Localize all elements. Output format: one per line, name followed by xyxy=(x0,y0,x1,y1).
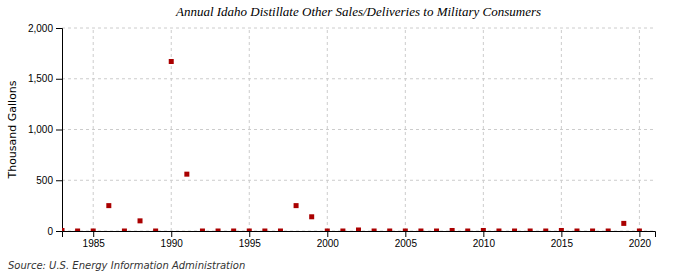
point xyxy=(512,229,517,232)
point xyxy=(574,229,579,232)
x-axis: 1985 1990 1995 2000 2005 2010 2015 2020 xyxy=(63,231,656,249)
title: Annual Idaho Distillate Other Sales/Deli… xyxy=(175,4,541,19)
point xyxy=(637,229,642,232)
point xyxy=(138,218,143,223)
x-tick-mark xyxy=(93,231,94,237)
point xyxy=(418,229,423,232)
point xyxy=(106,203,111,208)
point xyxy=(450,228,455,231)
x-tick-mark xyxy=(249,231,250,237)
source: Source: U.S. Energy Information Administ… xyxy=(8,260,245,271)
y-tick-mark xyxy=(56,180,62,181)
x-tick-label: 2000 xyxy=(317,238,340,249)
x-tick-label: 1990 xyxy=(161,238,184,249)
point xyxy=(247,229,252,232)
chart-container: 1985 1990 1995 2000 2005 2010 2015 2020 0 500 1,00… xyxy=(0,0,675,275)
x-tick-label: 2020 xyxy=(629,238,652,249)
point xyxy=(606,229,611,232)
y-axis-line xyxy=(56,29,63,232)
y-tick-mark xyxy=(56,79,62,80)
y-grid-line xyxy=(62,28,655,29)
y-tick-mark xyxy=(56,130,62,131)
y-tick: 500 xyxy=(36,175,62,186)
point xyxy=(169,59,174,64)
y-axis-label: Thousand Gallons xyxy=(6,80,19,179)
point xyxy=(278,229,283,232)
y-tick: 1,000 xyxy=(28,124,62,135)
y-tick-label: 1,500 xyxy=(28,73,53,84)
x-tick: 1990 xyxy=(161,231,184,249)
point xyxy=(356,227,361,231)
point xyxy=(340,229,345,232)
point xyxy=(543,229,548,232)
x-tick-mark xyxy=(561,231,562,237)
point xyxy=(621,221,626,226)
point xyxy=(528,229,533,232)
point xyxy=(262,229,267,232)
point xyxy=(200,229,205,232)
points xyxy=(62,59,642,231)
point xyxy=(231,229,236,232)
x-tick-label: 1985 xyxy=(83,238,106,249)
point xyxy=(481,228,486,231)
x-tick-mark xyxy=(483,231,484,237)
point xyxy=(465,229,470,232)
x-tick: 1995 xyxy=(239,231,262,249)
x-tick: 2005 xyxy=(395,231,418,249)
chart-svg: 1985 1990 1995 2000 2005 2010 2015 2020 0 500 1,00… xyxy=(0,0,675,275)
point xyxy=(91,229,96,232)
point xyxy=(122,229,127,232)
x-tick: 2015 xyxy=(551,231,574,249)
x-tick-mark xyxy=(639,231,640,237)
y-tick: 1,500 xyxy=(28,73,62,84)
x-tick-label: 1995 xyxy=(239,238,262,249)
point xyxy=(387,229,392,232)
y-axis: 0 500 1,000 1,500 2,000 xyxy=(28,23,63,237)
point xyxy=(309,214,314,219)
x-tick-label: 2005 xyxy=(395,238,418,249)
x-tick-mark xyxy=(171,231,172,237)
y-tick-label: 2,000 xyxy=(28,23,53,34)
point xyxy=(403,229,408,232)
grid xyxy=(62,28,655,231)
x-tick-mark xyxy=(327,231,328,237)
point xyxy=(75,229,80,232)
x-axis-line xyxy=(63,232,656,238)
x-tick: 1985 xyxy=(83,231,106,249)
point xyxy=(184,172,189,177)
point xyxy=(62,228,65,231)
y-grid-line xyxy=(62,78,655,79)
x-tick: 2020 xyxy=(629,231,652,249)
y-grid-line xyxy=(62,180,655,181)
point xyxy=(153,229,158,232)
y-tick: 2,000 xyxy=(28,23,62,34)
x-tick: 2000 xyxy=(317,231,340,249)
y-tick-mark xyxy=(56,231,62,232)
point xyxy=(496,229,501,232)
y-tick-label: 1,000 xyxy=(28,124,53,135)
point xyxy=(294,203,299,208)
point xyxy=(372,229,377,232)
point xyxy=(590,229,595,232)
point xyxy=(434,229,439,232)
y-tick-label: 0 xyxy=(47,226,53,237)
x-tick-label: 2015 xyxy=(551,238,574,249)
y-tick-mark xyxy=(56,28,62,29)
point xyxy=(325,229,330,232)
y-tick-label: 500 xyxy=(36,175,53,186)
point xyxy=(559,228,564,231)
x-tick-mark xyxy=(405,231,406,237)
x-tick-label: 2010 xyxy=(473,238,496,249)
x-tick: 2010 xyxy=(473,231,496,249)
y-tick: 0 xyxy=(47,226,62,237)
point xyxy=(216,229,221,232)
y-grid-line xyxy=(62,129,655,130)
